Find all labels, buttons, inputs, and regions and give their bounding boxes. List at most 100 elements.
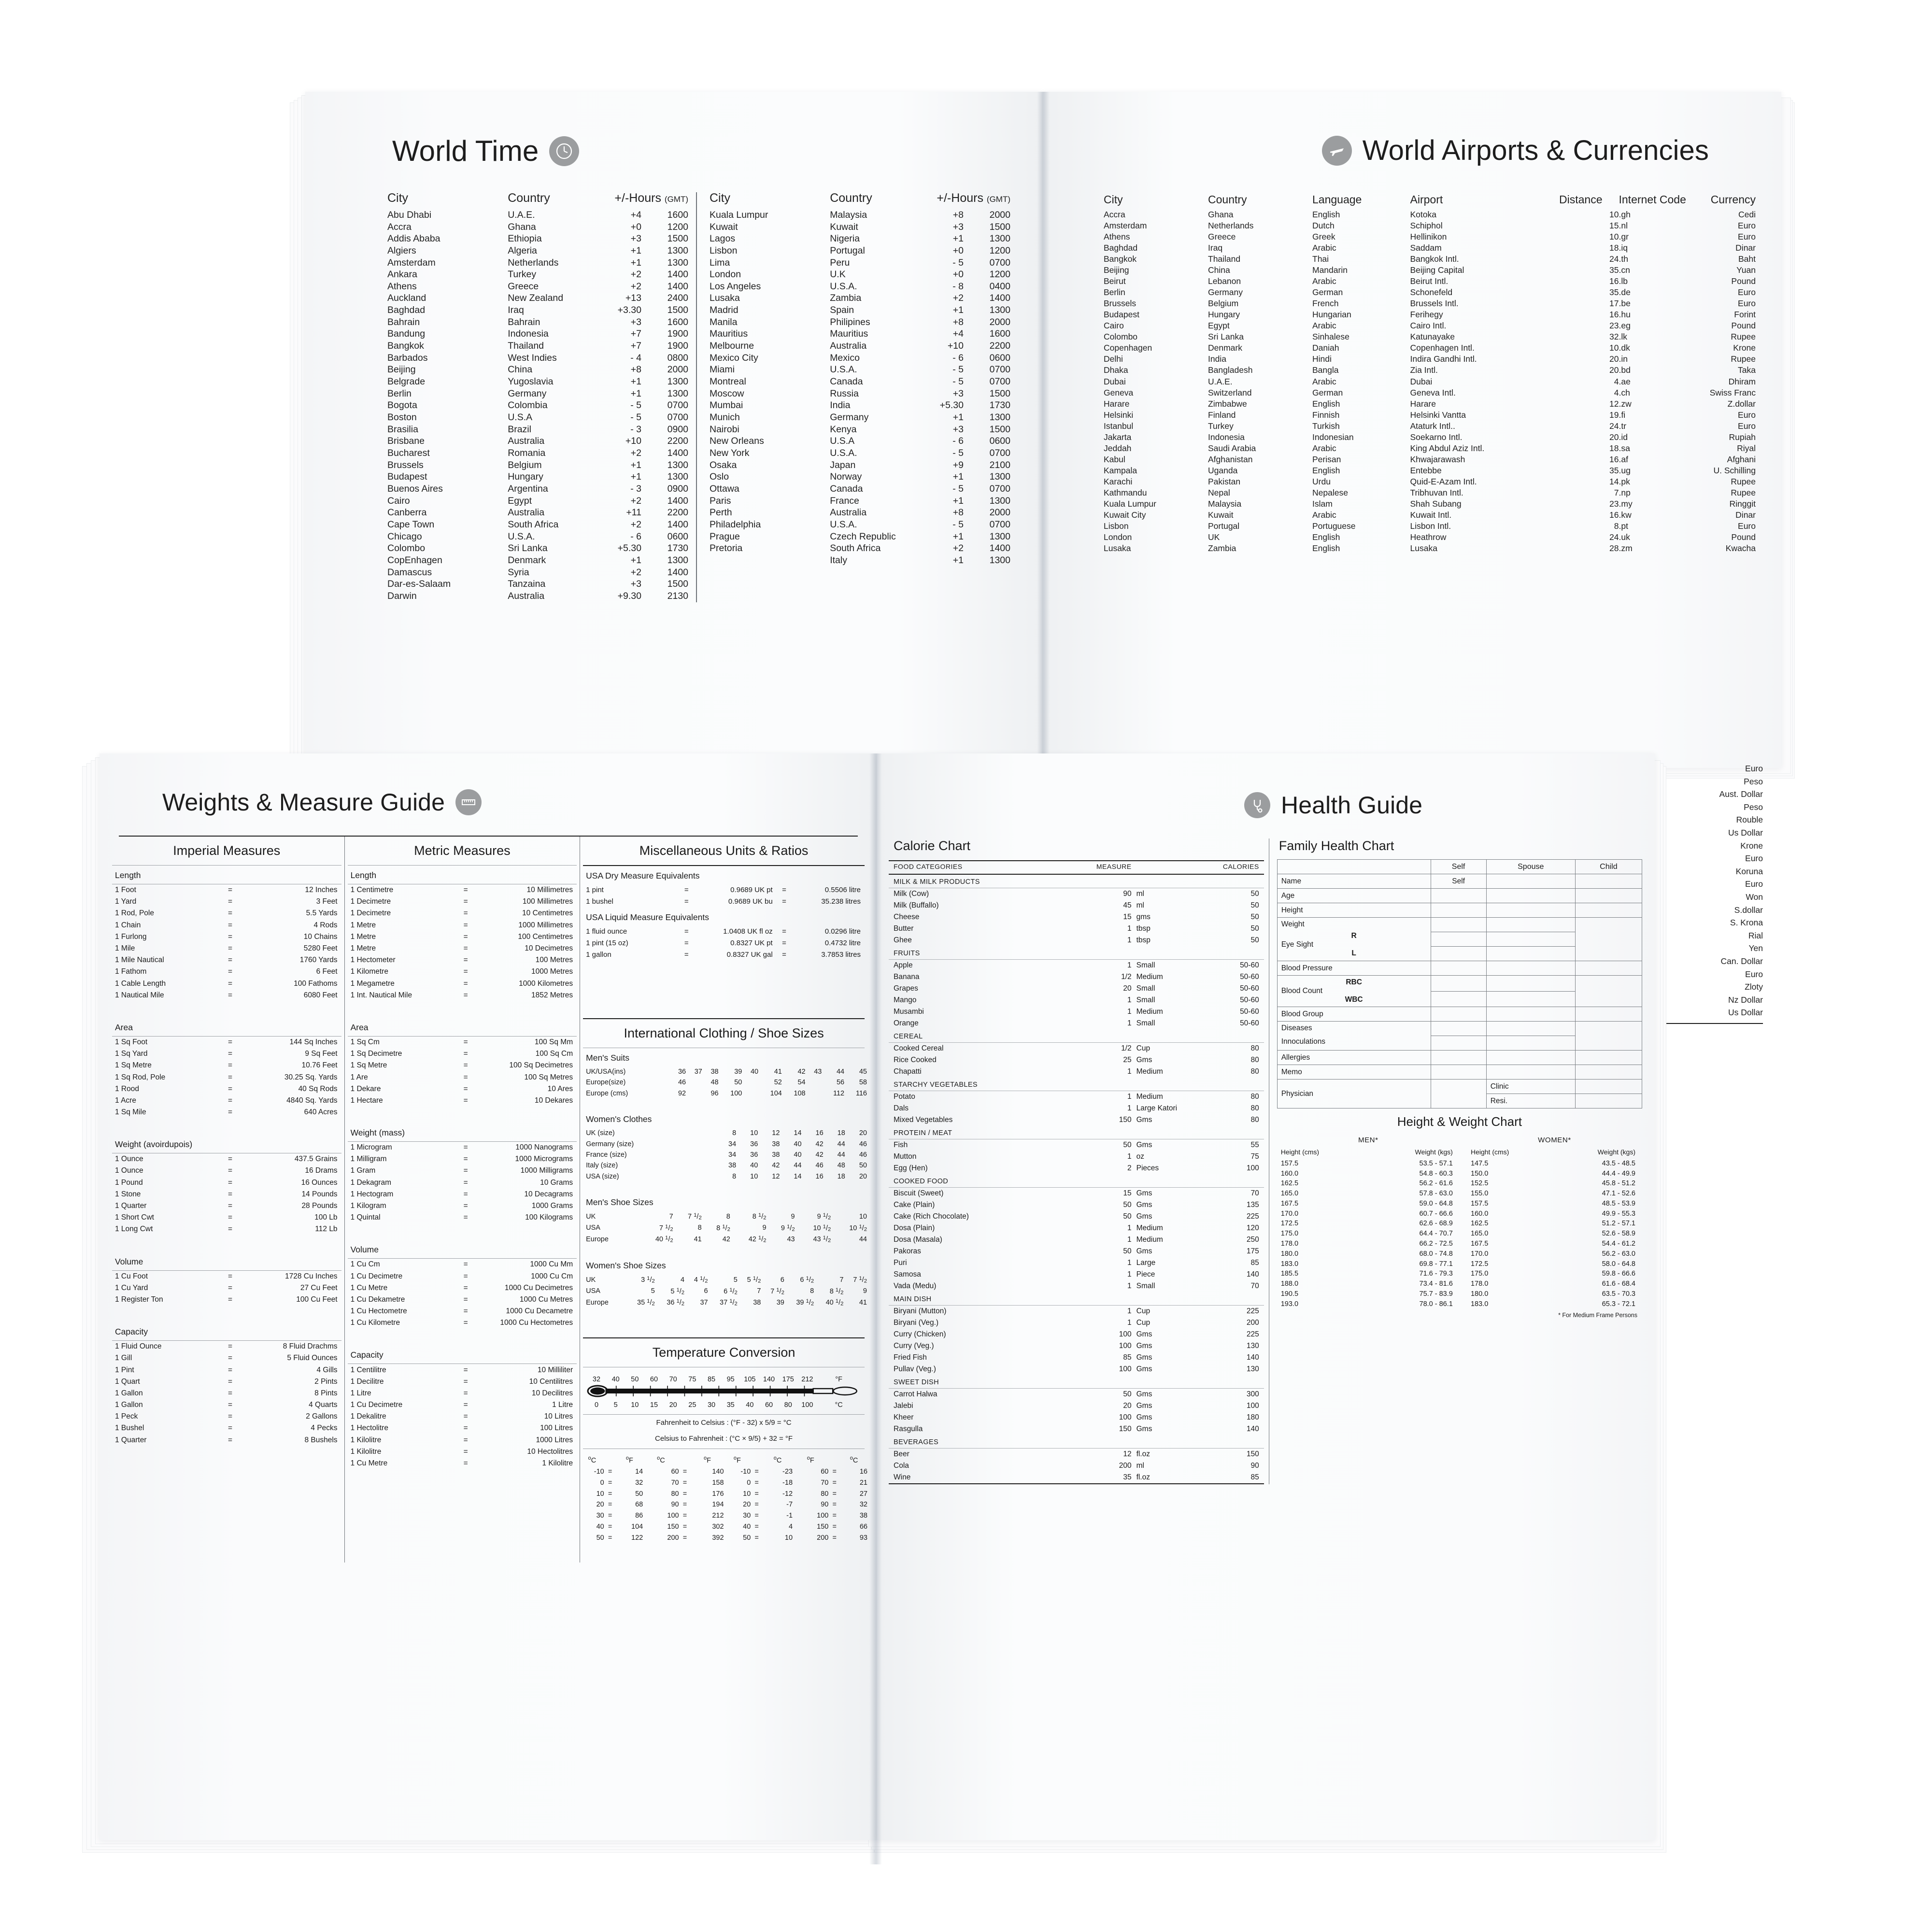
cell: 66 (859, 1522, 867, 1531)
cell: 80 (671, 1490, 679, 1498)
cell: 9 1/2 (781, 1223, 795, 1233)
cell-unit: 1 Quart (115, 1377, 140, 1386)
cell-child (1575, 1021, 1643, 1051)
cell: 1400 (667, 281, 689, 292)
cell: Cairo (387, 495, 410, 506)
cell: +11 (626, 507, 641, 518)
table-row: Bangkok Thailand +7 1900 (387, 341, 688, 353)
cell: 10 1/2 (849, 1223, 867, 1233)
cell: 42 (815, 1151, 824, 1159)
cell: 90 (671, 1501, 679, 1509)
cell: Small (1136, 961, 1155, 969)
column-header-self: Self (1430, 859, 1487, 874)
cell-equals: = (228, 909, 233, 918)
cell: 10 (1609, 343, 1619, 353)
cell: Cake (Rich Chocolate) (894, 1212, 969, 1221)
cell-value: 4840 Sq. Yards (286, 1096, 338, 1105)
cell: 40 1/2 (655, 1235, 673, 1244)
table-row: Addis Ababa Ethiopia +3 1500 (387, 233, 688, 245)
cell-unit: 1 Acre (115, 1096, 136, 1105)
cell-child (1575, 874, 1643, 889)
cell: Kuwait Intl. (1410, 510, 1452, 520)
cell: 0700 (989, 257, 1010, 268)
cell: +2 (952, 293, 964, 304)
cell: U.S.A. (830, 364, 857, 375)
cell: .gh (1619, 210, 1631, 220)
cell: English (1312, 465, 1340, 475)
table-row: France (size) 34 36 38 40 42 44 46 (580, 1150, 867, 1160)
table-row: Amsterdam Netherlands Dutch Schiphol 15 .nl Eu… (1104, 220, 1756, 231)
cell-value: 100 Sq Mm (534, 1037, 573, 1046)
thermo-tick-c: 5 (613, 1401, 618, 1409)
spacer-cell (828, 1454, 840, 1466)
cell: Yugoslavia (508, 376, 554, 387)
cell-equals: = (463, 979, 468, 988)
cell: .eg (1619, 321, 1631, 331)
cell: Ataturk Intl.. (1410, 421, 1455, 431)
table-row: Orange 1 Small 50-60 (889, 1018, 1264, 1029)
table-row: Athens Greece +2 1400 (387, 281, 688, 293)
cell: 50 (734, 1079, 742, 1087)
cell: Arabic (1312, 243, 1336, 253)
table-row: 1 Acre = 4840 Sq. Yards (109, 1095, 344, 1107)
cell: 50 (1123, 1201, 1132, 1209)
cell-women-height: 175.0 (1470, 1270, 1489, 1278)
cell: Dubai (1410, 376, 1433, 386)
table-row: 190.5 75.7 - 83.9 180.0 63.5 - 70.3 (1277, 1289, 1642, 1299)
cell: .zw (1619, 398, 1632, 409)
table-row: Cheese 15 gms 50 (889, 911, 1264, 923)
cell: oz (1136, 1152, 1144, 1161)
cell: .sa (1619, 443, 1630, 453)
cell: 1300 (989, 531, 1010, 542)
spacer-cell (1460, 1189, 1467, 1199)
cell-equals: = (463, 1155, 468, 1164)
table-header-row: Height (cms) Weight (kgs) Height (cms) Weig… (1277, 1147, 1642, 1158)
cell: 10 (750, 1129, 758, 1137)
cell-men-height: 190.5 (1280, 1290, 1299, 1298)
thermo-tick-f: 70 (669, 1375, 677, 1383)
cell: 10 1/2 (813, 1223, 831, 1233)
table-row: Cola 200 ml 90 (889, 1460, 1264, 1472)
cell-clinic: Clinic (1486, 1079, 1576, 1094)
cell: = (608, 1534, 612, 1542)
cell: +1 (952, 233, 964, 244)
cell: .iq (1619, 243, 1628, 253)
cell: +7 (630, 341, 641, 352)
cell: Baht (1738, 254, 1756, 264)
cell: Pieces (1136, 1164, 1159, 1172)
th-hours-2: +/-Hours (GMT) (937, 191, 1010, 205)
table-row: Dar-es-Salaam Tanzaina +3 1500 (387, 579, 688, 591)
cell: Abu Dhabi (387, 209, 432, 220)
cell: 40 (743, 1522, 751, 1531)
cell: 225 (1246, 1330, 1259, 1338)
cell: 108 (794, 1089, 806, 1097)
cell: 18 (837, 1129, 845, 1137)
cell: +10 (947, 341, 964, 352)
cell: .lb (1619, 276, 1628, 286)
cell: Dutch (1312, 221, 1335, 231)
cell: 8 (726, 1212, 730, 1221)
table-row: Montreal Canada - 5 0700 (710, 376, 1010, 388)
col-header: Weight (kgs) (1597, 1148, 1635, 1156)
cell-equals: = (228, 1424, 233, 1433)
cell: 16 (815, 1172, 824, 1180)
cell: Auckland (387, 293, 426, 304)
cell-self (1430, 991, 1487, 1007)
table-row: 157.5 53.5 - 57.1 147.5 43.5 - 48.5 (1277, 1158, 1642, 1168)
thermometer-graphic: 32 40 50 60 70 75 85 95 105 140 175 212 °F (580, 1375, 867, 1409)
cell: Kampala (1104, 465, 1137, 475)
cell-value: 100 Millimetres (522, 897, 573, 906)
womens-shoes-header: Women's Shoe Sizes (586, 1260, 666, 1270)
table-row: 1 Metre = 10 Decimetres (345, 943, 580, 954)
womens-shoes-table: UK 3 1/2 4 4 1/2 5 5 1/2 6 6 1/2 7 7 1/2 USA 5 5 1/2… (580, 1274, 867, 1308)
cell: Kuwait (1208, 510, 1234, 520)
cell: - 5 (952, 376, 964, 387)
cell: 36 (678, 1068, 686, 1076)
cell: Biryani (Mutton) (894, 1307, 947, 1315)
cell: Lagos (709, 233, 736, 244)
cell: Mexico (830, 352, 860, 363)
clothing-sizes-header: International Clothing / Shoe Sizes (624, 1025, 824, 1040)
cell-unit: 1 Gallon (115, 1401, 143, 1409)
book-spread-top: World Time City Country +/-Hours (GMT) (290, 92, 1797, 792)
cell: 90 (1123, 890, 1132, 898)
